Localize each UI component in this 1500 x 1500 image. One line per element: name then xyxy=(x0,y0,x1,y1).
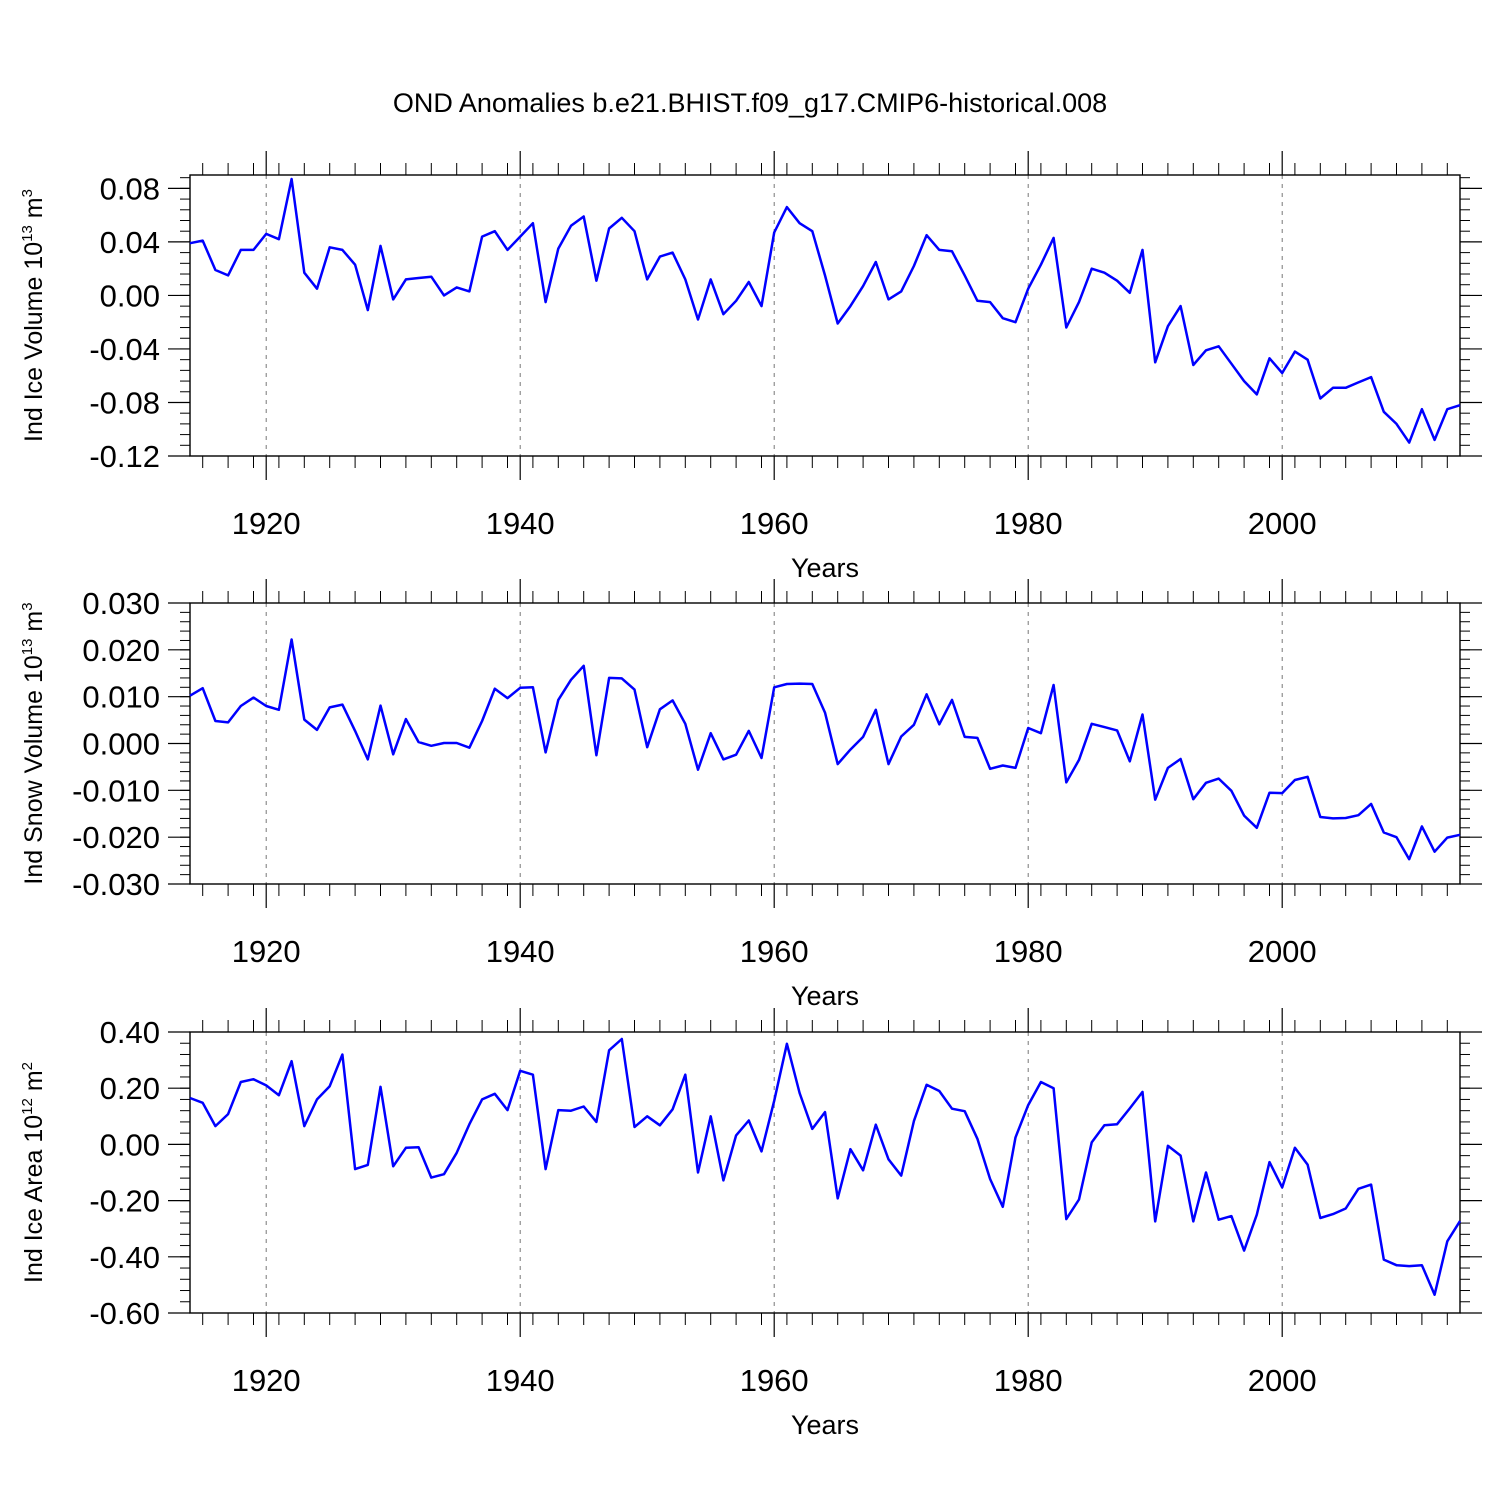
y-tick-label: 0.010 xyxy=(82,680,160,715)
x-tick-label: 2000 xyxy=(1248,506,1317,541)
x-tick-label: 1920 xyxy=(232,1363,301,1398)
y-tick-label: -0.12 xyxy=(89,439,160,474)
series-line xyxy=(189,1037,1462,1296)
y-tick-label: -0.030 xyxy=(72,867,160,902)
y-tick-label: -0.010 xyxy=(72,773,160,808)
y-tick-label: 0.04 xyxy=(100,225,160,260)
chart-panel-2: 1920 1940 1960 1980 2000 0.030 0.020 0.010 0.000… xyxy=(19,579,1482,1011)
x-tick-label: 1960 xyxy=(740,1363,809,1398)
x-tick-label: 1940 xyxy=(486,934,555,969)
chart-panels: 1920 1940 1960 1980 2000 0.08 0.04 0.00 -0.04 -0.… xyxy=(19,151,1482,1440)
x-tick-label: 1940 xyxy=(486,506,555,541)
y-tick-label: 0.08 xyxy=(100,171,160,206)
y-tick-label: -0.020 xyxy=(72,820,160,855)
series-line xyxy=(189,638,1461,861)
x-axis-title: Years xyxy=(791,553,859,583)
x-tick-label: 1980 xyxy=(994,1363,1063,1398)
y-axis-title: Ind Snow Volume 1013 m3 xyxy=(19,602,48,884)
x-axis-title: Years xyxy=(791,981,859,1011)
x-tick-label: 1920 xyxy=(232,506,301,541)
y-tick-label: -0.20 xyxy=(89,1184,160,1219)
plot-frame xyxy=(189,174,1461,457)
x-tick-label: 2000 xyxy=(1248,1363,1317,1398)
series-line xyxy=(189,177,1461,444)
y-tick-label: 0.40 xyxy=(100,1015,160,1050)
y-tick-label: 0.00 xyxy=(100,278,160,313)
x-axis-title: Years xyxy=(791,1410,859,1440)
x-tick-label: 1980 xyxy=(994,506,1063,541)
x-tick-label: 1980 xyxy=(994,934,1063,969)
x-tick-label: 1920 xyxy=(232,934,301,969)
x-tick-label: 1960 xyxy=(740,506,809,541)
x-tick-label: 2000 xyxy=(1248,934,1317,969)
y-tick-label: 0.00 xyxy=(100,1127,160,1162)
y-tick-label: 0.020 xyxy=(82,633,160,668)
plot-frame xyxy=(189,602,1461,885)
plot-frame xyxy=(189,1031,1461,1314)
x-tick-label: 1960 xyxy=(740,934,809,969)
chart-title: OND Anomalies b.e21.BHIST.f09_g17.CMIP6-… xyxy=(393,88,1107,118)
x-tick-label: 1940 xyxy=(486,1363,555,1398)
y-axis-title: Ind Ice Area 1012 m2 xyxy=(19,1062,48,1283)
chart-panel-3: 1920 1940 1960 1980 2000 0.40 0.20 0.00 -0.20 -0.… xyxy=(19,1008,1482,1440)
y-tick-label: 0.000 xyxy=(82,727,160,762)
y-tick-label: -0.08 xyxy=(89,385,160,420)
y-tick-label: -0.04 xyxy=(89,332,160,367)
y-tick-label: 0.030 xyxy=(82,586,160,621)
y-tick-label: 0.20 xyxy=(100,1071,160,1106)
y-tick-label: -0.40 xyxy=(89,1240,160,1275)
y-tick-label: -0.60 xyxy=(89,1296,160,1331)
y-axis-title: Ind Ice Volume 1013 m3 xyxy=(19,189,48,442)
chart-panel-1: 1920 1940 1960 1980 2000 0.08 0.04 0.00 -0.04 -0.… xyxy=(19,151,1482,583)
